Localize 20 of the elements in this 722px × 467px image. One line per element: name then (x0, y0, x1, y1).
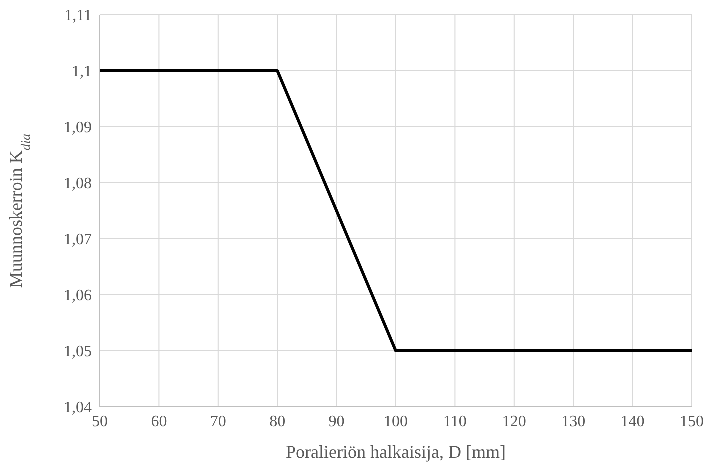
x-tick-label: 130 (562, 413, 586, 430)
y-tick-label: 1,08 (64, 176, 92, 193)
x-tick-label: 150 (680, 413, 704, 430)
y-tick-label: 1,04 (64, 400, 92, 417)
x-tick-label: 140 (620, 413, 645, 430)
x-tick-label: 50 (92, 413, 108, 430)
x-tick-label: 70 (210, 413, 226, 430)
x-tick-label: 110 (443, 413, 467, 430)
y-tick-label: 1,05 (64, 344, 92, 361)
y-tick-label: 1,06 (64, 288, 92, 305)
y-tick-label: 1,07 (64, 232, 92, 249)
x-tick-label: 60 (151, 413, 168, 430)
y-tick-label: 1,1 (72, 64, 92, 81)
x-tick-label: 80 (270, 413, 286, 430)
x-tick-label: 120 (502, 413, 526, 430)
y-tick-label: 1,11 (64, 8, 92, 25)
x-tick-label: 90 (328, 413, 345, 430)
x-tick-label: 100 (384, 413, 408, 430)
x-axis-title: Poralieriön halkaisija, D [mm] (286, 442, 506, 462)
y-tick-label: 1,09 (64, 120, 92, 137)
